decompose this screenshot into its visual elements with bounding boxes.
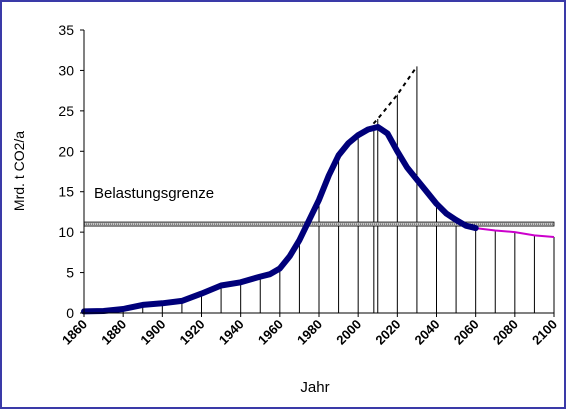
series-historical <box>81 124 479 315</box>
y-tick-label-15: 15 <box>58 184 74 200</box>
y-tick-label-30: 30 <box>58 62 74 78</box>
y-tick-label-10: 10 <box>58 224 74 240</box>
x-tick-label-2040: 2040 <box>412 317 443 348</box>
x-tick-label-1960: 1960 <box>255 317 286 348</box>
tick-labels: 0 5 10 15 20 25 30 35 1860 1880 1900 1920 1940 1960 19… <box>58 22 560 348</box>
x-tick-label-1860: 1860 <box>59 317 90 348</box>
x-tick-label-2060: 2060 <box>451 317 482 348</box>
y-tick-label-20: 20 <box>58 143 74 159</box>
threshold-label: Belastungsgrenze <box>94 185 214 202</box>
series-projection-low <box>475 227 555 238</box>
x-tick-label-1980: 1980 <box>294 317 325 348</box>
y-axis-label: Mrd. t CO2/a <box>11 131 27 211</box>
series-group <box>81 65 555 315</box>
x-tick-label-2100: 2100 <box>529 317 560 348</box>
y-tick-label-35: 35 <box>58 22 74 38</box>
co2-emissions-chart: 0 5 10 15 20 25 30 35 1860 1880 1900 1920 1940 1960 19… <box>11 22 560 396</box>
series-projection-dashed <box>367 65 418 131</box>
x-tick-label-1940: 1940 <box>216 317 247 348</box>
y-tick-label-25: 25 <box>58 103 74 119</box>
x-tick-label-1920: 1920 <box>177 317 208 348</box>
threshold-band <box>83 221 555 227</box>
y-tick-label-0: 0 <box>66 305 74 321</box>
x-tick-label-1880: 1880 <box>98 317 129 348</box>
x-axis-label: Jahr <box>300 379 329 396</box>
x-tick-label-1900: 1900 <box>137 317 168 348</box>
x-tick-label-2000: 2000 <box>333 317 364 348</box>
y-tick-label-5: 5 <box>66 265 74 281</box>
x-tick-label-2080: 2080 <box>490 317 521 348</box>
x-tick-label-2020: 2020 <box>372 317 403 348</box>
